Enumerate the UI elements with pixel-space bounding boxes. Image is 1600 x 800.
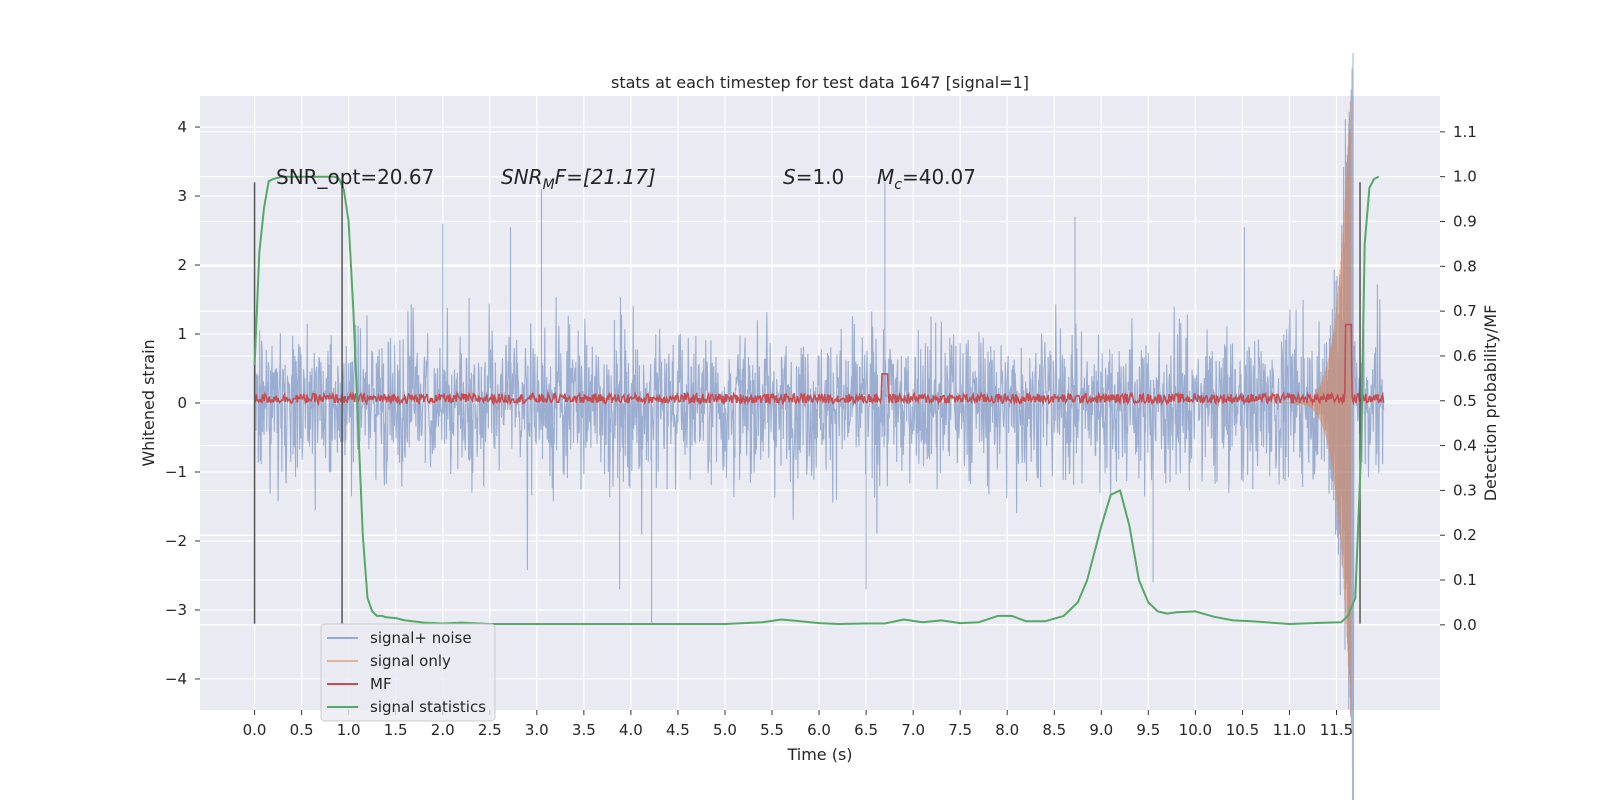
x-tick-label: 0.0 bbox=[243, 721, 267, 739]
y2-tick-label: 1.0 bbox=[1453, 168, 1477, 186]
axis-ticks: 0.0 0.5 1.0 1.5 2.0 2.5 3.0 3.5 4.0 4.5 5.0 5.5 6.0 6… bbox=[165, 118, 1477, 739]
y2-axis-label: Detection probability/MF bbox=[1481, 305, 1500, 502]
x-tick-label: 0.5 bbox=[290, 721, 314, 739]
y-tick-label: 0 bbox=[177, 394, 187, 412]
x-tick-label: 8.5 bbox=[1042, 721, 1066, 739]
x-tick-label: 7.5 bbox=[948, 721, 972, 739]
y2-tick-label: 0.6 bbox=[1453, 347, 1477, 365]
annotations: SNR_opt=20.67 SNRMF=[21.17] S=1.0 Mc=40.… bbox=[276, 165, 976, 193]
series-signal-statistics bbox=[253, 175, 1380, 625]
y2-tick-label: 0.8 bbox=[1453, 257, 1477, 275]
data-layer bbox=[253, 52, 1385, 800]
y-tick-label: 2 bbox=[177, 256, 187, 274]
annotation-snr-opt: SNR_opt=20.67 bbox=[276, 165, 434, 189]
y2-tick-label: 0.3 bbox=[1453, 481, 1477, 499]
y2-tick-label: 0.5 bbox=[1453, 392, 1477, 410]
x-tick-label: 9.5 bbox=[1136, 721, 1160, 739]
annotation-mc: Mc=40.07 bbox=[877, 165, 976, 193]
y2-tick-label: 0.7 bbox=[1453, 302, 1477, 320]
annotation-snr-mf-name: SNR bbox=[501, 165, 543, 189]
y-tick-label: 3 bbox=[177, 187, 187, 205]
x-tick-label: 2.5 bbox=[478, 721, 502, 739]
x-tick-label: 6.0 bbox=[807, 721, 831, 739]
annotation-snr-mf-rest: F=[21.17] bbox=[555, 165, 656, 189]
y2-tick-label: 0.9 bbox=[1453, 212, 1477, 230]
y-tick-label: −2 bbox=[165, 532, 187, 550]
legend: signal+ noise signal only MF signal stat… bbox=[320, 623, 496, 722]
legend-label-signal-only: signal only bbox=[370, 652, 451, 670]
legend-label-signal-noise: signal+ noise bbox=[370, 629, 472, 647]
annotation-snr-mf-sub: M bbox=[543, 177, 555, 193]
legend-label-signal-statistics: signal statistics bbox=[370, 698, 486, 716]
x-tick-label: 7.0 bbox=[901, 721, 925, 739]
x-tick-label: 1.0 bbox=[337, 721, 361, 739]
annotation-mc-rest: =40.07 bbox=[902, 165, 976, 189]
x-tick-label: 1.5 bbox=[384, 721, 408, 739]
x-tick-label: 10.0 bbox=[1179, 721, 1212, 739]
x-tick-label: 10.5 bbox=[1226, 721, 1259, 739]
y2-tick-label: 0.2 bbox=[1453, 526, 1477, 544]
x-axis-label: Time (s) bbox=[786, 745, 852, 764]
y2-tick-label: 0.1 bbox=[1453, 571, 1477, 589]
x-tick-label: 11.5 bbox=[1320, 721, 1353, 739]
y-tick-label: −3 bbox=[165, 601, 187, 619]
x-tick-label: 5.0 bbox=[713, 721, 737, 739]
x-tick-label: 6.5 bbox=[854, 721, 878, 739]
y-tick-label: −1 bbox=[165, 463, 187, 481]
annotation-s-rest: =1.0 bbox=[796, 165, 845, 189]
x-tick-label: 5.5 bbox=[760, 721, 784, 739]
annotation-s: S=1.0 bbox=[783, 165, 844, 189]
x-tick-label: 4.0 bbox=[619, 721, 643, 739]
series-mf bbox=[253, 323, 1385, 407]
annotation-mc-sub: c bbox=[894, 177, 902, 193]
y2-tick-label: 1.1 bbox=[1453, 123, 1477, 141]
chart-title: stats at each timestep for test data 164… bbox=[611, 73, 1029, 92]
x-tick-label: 3.5 bbox=[572, 721, 596, 739]
annotation-snr-mf: SNRMF=[21.17] bbox=[501, 165, 656, 193]
x-tick-label: 3.0 bbox=[525, 721, 549, 739]
series-signal-only bbox=[1270, 100, 1352, 714]
x-tick-label: 2.0 bbox=[431, 721, 455, 739]
x-tick-label: 4.5 bbox=[666, 721, 690, 739]
legend-label-mf: MF bbox=[370, 675, 392, 693]
y-tick-label: 4 bbox=[177, 118, 187, 136]
annotation-mc-name: M bbox=[877, 165, 894, 189]
x-tick-label: 9.0 bbox=[1089, 721, 1113, 739]
x-tick-label: 11.0 bbox=[1273, 721, 1306, 739]
x-tick-label: 8.0 bbox=[995, 721, 1019, 739]
y2-tick-label: 0.0 bbox=[1453, 616, 1477, 634]
legend-box bbox=[320, 623, 496, 722]
y-tick-label: −4 bbox=[165, 670, 187, 688]
y-axis-label: Whitened strain bbox=[139, 339, 158, 466]
y2-tick-label: 0.4 bbox=[1453, 437, 1477, 455]
y-tick-label: 1 bbox=[177, 325, 187, 343]
annotation-s-name: S bbox=[783, 165, 796, 189]
